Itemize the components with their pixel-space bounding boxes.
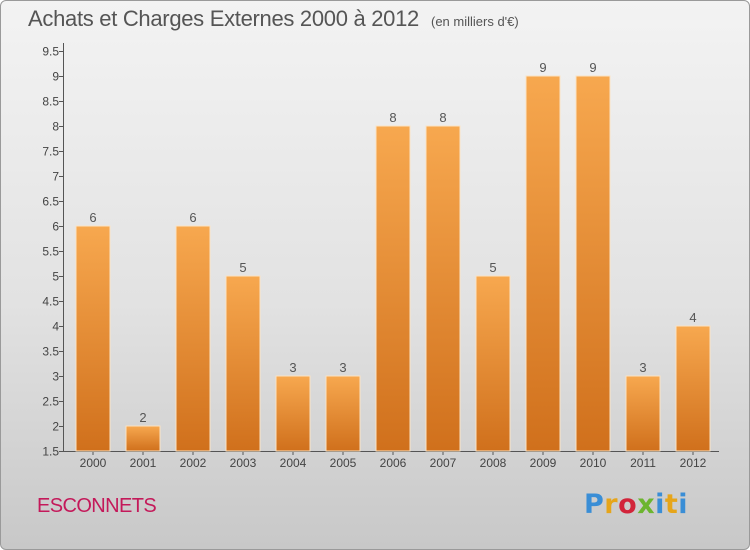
data-label: 2	[139, 410, 146, 425]
logo-letter: o	[618, 489, 638, 520]
bar-2002	[175, 225, 211, 452]
data-label: 9	[589, 60, 596, 75]
x-tick-label: 2000	[80, 456, 107, 470]
y-tick-label: 4	[52, 320, 59, 334]
y-tick-label: 2	[52, 420, 59, 434]
x-tick-label: 2006	[380, 456, 407, 470]
bar-2008	[475, 275, 511, 452]
logo-letter: i	[655, 489, 665, 520]
y-tick-label: 1.5	[42, 445, 59, 459]
y-tick-label: 7.5	[42, 145, 59, 159]
y-tick-label: 7	[52, 170, 59, 184]
chart-bars	[75, 75, 711, 452]
bar-2000	[75, 225, 111, 452]
chart-data-labels: 6 2 6 5 3 3 8 8 5 9 9 3 4	[89, 60, 696, 425]
y-tick-label: 3	[52, 370, 59, 384]
y-tick-label: 6.5	[42, 195, 59, 209]
chart-axes: 1.5 2 2.5 3 3.5 4 4.5 5 5.5 6 6.5 7 7.5 8 8.5 9 9.5 2000 2…	[42, 43, 719, 470]
y-tick-label: 9	[52, 70, 59, 84]
y-tick-label: 8.5	[42, 95, 59, 109]
data-label: 6	[89, 210, 96, 225]
y-tick-label: 4.5	[42, 295, 59, 309]
y-tick-label: 3.5	[42, 345, 59, 359]
y-tick-label: 5	[52, 270, 59, 284]
x-tick-label: 2010	[580, 456, 607, 470]
logo-letter: P	[584, 489, 605, 520]
data-label: 3	[639, 360, 646, 375]
data-label: 5	[489, 260, 496, 275]
bar-2007	[425, 125, 461, 452]
data-label: 8	[439, 110, 446, 125]
bar-2005	[325, 375, 361, 452]
data-label: 8	[389, 110, 396, 125]
logo-letter: i	[678, 489, 689, 520]
y-tick-label: 2.5	[42, 395, 59, 409]
bar-2003	[225, 275, 261, 452]
commune-name: ESCONNETS	[37, 495, 157, 517]
logo-letter: r	[604, 489, 619, 520]
x-tick-label: 2001	[130, 456, 157, 470]
data-label: 5	[239, 260, 246, 275]
y-tick-label: 9.5	[42, 45, 59, 59]
data-label: 6	[189, 210, 196, 225]
x-tick-label: 2011	[630, 456, 656, 470]
x-tick-label: 2008	[480, 456, 507, 470]
x-tick-label: 2002	[180, 456, 207, 470]
x-tick-label: 2009	[530, 456, 557, 470]
y-tick-label: 8	[52, 120, 59, 134]
x-tick-label: 2007	[430, 456, 457, 470]
bar-2004	[275, 375, 311, 452]
bar-2006	[375, 125, 411, 452]
bar-2001	[125, 425, 161, 452]
logo-letter: x	[637, 489, 656, 520]
chart-title-row: Achats et Charges Externes 2000 à 2012 (e…	[28, 6, 519, 32]
bar-2009	[525, 75, 561, 452]
bar-2012	[675, 325, 711, 452]
bar-2011	[625, 375, 661, 452]
chart-title: Achats et Charges Externes 2000 à 2012	[28, 6, 419, 31]
proxiti-logo[interactable]: Proxiti	[584, 489, 688, 520]
data-label: 4	[689, 310, 696, 325]
x-tick-label: 2004	[280, 456, 307, 470]
y-tick-label: 6	[52, 220, 59, 234]
data-label: 3	[289, 360, 296, 375]
x-tick-label: 2003	[230, 456, 257, 470]
chart-subtitle: (en milliers d'€)	[430, 14, 519, 29]
data-label: 3	[339, 360, 346, 375]
x-tick-label: 2012	[680, 456, 707, 470]
y-tick-label: 5.5	[42, 245, 59, 259]
bar-2010	[575, 75, 611, 452]
logo-letter: t	[664, 489, 679, 520]
x-tick-label: 2005	[330, 456, 357, 470]
data-label: 9	[539, 60, 546, 75]
